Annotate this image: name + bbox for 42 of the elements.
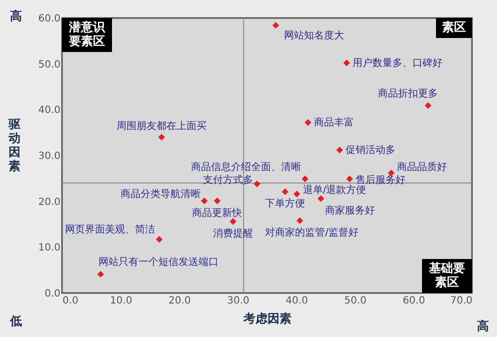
x-tick-label: 0.0: [62, 296, 78, 306]
x-tick-label: 30.0: [227, 296, 250, 306]
annotation: 网站只有一个短信发送端口: [98, 256, 219, 268]
annotation: 网站知名度大: [284, 29, 344, 42]
annotation: 潜意识要素区: [68, 20, 106, 48]
annotation: 支付方式多: [203, 174, 254, 186]
x-tick-label: 10.0: [110, 296, 132, 306]
annotation: 商品折扣更多: [378, 88, 438, 100]
x-tick-label: 40.0: [286, 296, 308, 306]
annotation: 商家服务好: [324, 204, 375, 217]
annotation: 商品分类导航清晰: [120, 188, 200, 200]
annotation: 网页界面美观、简洁: [65, 223, 156, 236]
annotation: 用户数量多、口碑好: [352, 56, 443, 69]
y-tick-label: 20.0: [38, 196, 60, 208]
x-tick-label: 60.0: [402, 296, 426, 306]
annotation: 周围朋友都在上面买: [116, 120, 207, 132]
annotation: 退单/退款方便: [302, 184, 366, 196]
x-tick-label: 20.0: [168, 296, 191, 306]
annotation: 商品品质好: [397, 160, 448, 173]
text: 高: [10, 9, 22, 23]
annotation: 基础要素区: [428, 261, 465, 289]
y-tick-label: 0.0: [44, 288, 60, 300]
y-tick-label: 40.0: [38, 105, 60, 116]
annotation: 素区: [442, 20, 466, 34]
y-tick-label: 50.0: [38, 59, 60, 70]
annotation: 商品信息介绍全面、清晰: [191, 160, 302, 173]
x-tick-label: 50.0: [344, 296, 366, 306]
text: 低: [9, 314, 22, 328]
x-tick-label: 70.0: [450, 296, 472, 306]
text: 高: [477, 319, 489, 333]
annotation: 商品丰富: [314, 116, 354, 128]
y-tick-label: 30.0: [38, 151, 60, 162]
y-axis-title: 驱动因素: [8, 117, 20, 173]
y-tick-label: 10.0: [38, 242, 60, 254]
annotation: 商品更新快: [192, 206, 242, 219]
annotation: 促销活动多: [346, 144, 396, 156]
y-tick-label: 60.0: [38, 14, 60, 24]
annotation: 消费提醒: [213, 228, 254, 240]
annotation: 下单方便: [265, 198, 306, 210]
annotation: 对商家的监管/监督好: [265, 226, 358, 239]
annotation: 售后服务好: [356, 174, 406, 186]
x-axis-title: 考虑因素: [242, 312, 292, 326]
